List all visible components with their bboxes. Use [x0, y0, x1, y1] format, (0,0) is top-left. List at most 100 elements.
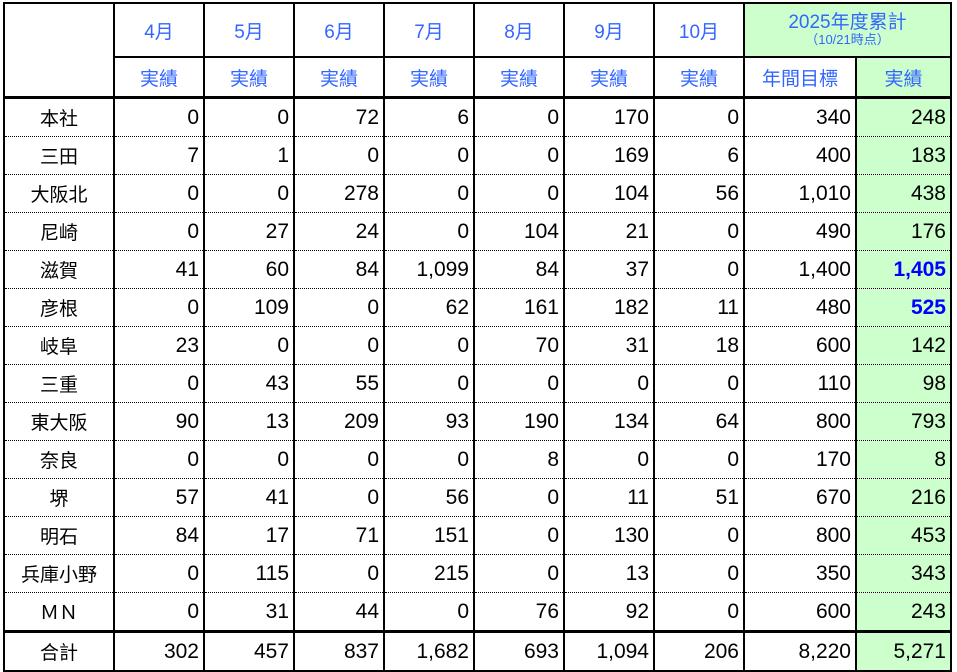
- actual-header[interactable]: 実績: [293, 57, 384, 99]
- month-value[interactable]: 31: [203, 592, 294, 632]
- month-value[interactable]: 13: [563, 554, 654, 593]
- month-value[interactable]: 0: [383, 326, 474, 365]
- month-value[interactable]: 0: [473, 478, 564, 517]
- target-value[interactable]: 670: [743, 478, 856, 517]
- actual-header[interactable]: 実績: [203, 57, 294, 99]
- month-value[interactable]: 0: [653, 440, 744, 479]
- target-value[interactable]: 110: [743, 364, 856, 403]
- month-value[interactable]: 0: [113, 440, 204, 479]
- actual-header[interactable]: 実績: [383, 57, 474, 99]
- cumulative-actual-header[interactable]: 実績: [855, 57, 952, 99]
- branch-name[interactable]: 明石: [3, 516, 114, 555]
- total-month-value[interactable]: 837: [293, 630, 384, 672]
- branch-name[interactable]: ＭＮ: [3, 592, 114, 632]
- month-value[interactable]: 93: [383, 402, 474, 441]
- cumulative-actual[interactable]: 8: [855, 440, 952, 479]
- month-value[interactable]: 8: [473, 440, 564, 479]
- month-value[interactable]: 130: [563, 516, 654, 555]
- month-value[interactable]: 0: [653, 212, 744, 251]
- month-value[interactable]: 0: [383, 174, 474, 213]
- month-value[interactable]: 13: [203, 402, 294, 441]
- cumulative-actual[interactable]: 243: [855, 592, 952, 632]
- branch-name[interactable]: 大阪北: [3, 174, 114, 213]
- branch-name[interactable]: 岐阜: [3, 326, 114, 365]
- cumulative-actual[interactable]: 183: [855, 136, 952, 175]
- total-month-value[interactable]: 1,682: [383, 630, 474, 672]
- branch-name[interactable]: 奈良: [3, 440, 114, 479]
- month-value[interactable]: 1,099: [383, 250, 474, 289]
- month-value[interactable]: 0: [383, 136, 474, 175]
- month-value[interactable]: 72: [293, 97, 384, 137]
- month-value[interactable]: 0: [293, 478, 384, 517]
- month-value[interactable]: 115: [203, 554, 294, 593]
- branch-name[interactable]: 堺: [3, 478, 114, 517]
- actual-header[interactable]: 実績: [473, 57, 564, 99]
- month-value[interactable]: 0: [203, 326, 294, 365]
- month-value[interactable]: 51: [653, 478, 744, 517]
- branch-name[interactable]: 彦根: [3, 288, 114, 327]
- cumulative-actual[interactable]: 793: [855, 402, 952, 441]
- month-value[interactable]: 0: [113, 212, 204, 251]
- month-header[interactable]: 8月: [473, 2, 564, 58]
- month-value[interactable]: 0: [383, 592, 474, 632]
- actual-header[interactable]: 実績: [113, 57, 204, 99]
- month-header[interactable]: 5月: [203, 2, 294, 58]
- month-header[interactable]: 6月: [293, 2, 384, 58]
- month-value[interactable]: 62: [383, 288, 474, 327]
- month-value[interactable]: 0: [473, 364, 564, 403]
- month-value[interactable]: 0: [653, 554, 744, 593]
- month-value[interactable]: 6: [653, 136, 744, 175]
- month-value[interactable]: 0: [473, 97, 564, 137]
- target-value[interactable]: 400: [743, 136, 856, 175]
- target-value[interactable]: 1,400: [743, 250, 856, 289]
- month-value[interactable]: 6: [383, 97, 474, 137]
- month-value[interactable]: 92: [563, 592, 654, 632]
- month-value[interactable]: 0: [293, 326, 384, 365]
- month-value[interactable]: 0: [383, 440, 474, 479]
- month-value[interactable]: 57: [113, 478, 204, 517]
- target-value[interactable]: 800: [743, 402, 856, 441]
- branch-name[interactable]: 本社: [3, 97, 114, 137]
- month-value[interactable]: 0: [653, 364, 744, 403]
- target-value[interactable]: 490: [743, 212, 856, 251]
- target-value[interactable]: 800: [743, 516, 856, 555]
- month-value[interactable]: 0: [473, 516, 564, 555]
- month-value[interactable]: 0: [653, 250, 744, 289]
- branch-name[interactable]: 兵庫小野: [3, 554, 114, 593]
- month-value[interactable]: 0: [203, 440, 294, 479]
- branch-name[interactable]: 三重: [3, 364, 114, 403]
- cumulative-actual[interactable]: 216: [855, 478, 952, 517]
- total-actual[interactable]: 5,271: [855, 630, 952, 672]
- month-value[interactable]: 70: [473, 326, 564, 365]
- month-value[interactable]: 17: [203, 516, 294, 555]
- month-value[interactable]: 56: [383, 478, 474, 517]
- cumulative-header[interactable]: 2025年度累計 （10/21時点）: [743, 2, 952, 58]
- month-value[interactable]: 41: [203, 478, 294, 517]
- month-value[interactable]: 84: [473, 250, 564, 289]
- cumulative-actual[interactable]: 343: [855, 554, 952, 593]
- month-value[interactable]: 209: [293, 402, 384, 441]
- month-value[interactable]: 215: [383, 554, 474, 593]
- month-value[interactable]: 41: [113, 250, 204, 289]
- month-value[interactable]: 0: [293, 288, 384, 327]
- branch-name[interactable]: 滋賀: [3, 250, 114, 289]
- month-value[interactable]: 0: [473, 554, 564, 593]
- month-value[interactable]: 190: [473, 402, 564, 441]
- month-value[interactable]: 56: [653, 174, 744, 213]
- month-value[interactable]: 18: [653, 326, 744, 365]
- month-value[interactable]: 0: [113, 97, 204, 137]
- target-value[interactable]: 350: [743, 554, 856, 593]
- month-value[interactable]: 109: [203, 288, 294, 327]
- cumulative-actual[interactable]: 98: [855, 364, 952, 403]
- target-header[interactable]: 年間目標: [743, 57, 856, 99]
- month-value[interactable]: 0: [113, 288, 204, 327]
- month-value[interactable]: 169: [563, 136, 654, 175]
- total-month-value[interactable]: 206: [653, 630, 744, 672]
- month-value[interactable]: 0: [203, 97, 294, 137]
- target-value[interactable]: 600: [743, 592, 856, 632]
- month-value[interactable]: 0: [203, 174, 294, 213]
- total-target[interactable]: 8,220: [743, 630, 856, 672]
- month-value[interactable]: 0: [563, 364, 654, 403]
- month-value[interactable]: 161: [473, 288, 564, 327]
- month-value[interactable]: 0: [653, 592, 744, 632]
